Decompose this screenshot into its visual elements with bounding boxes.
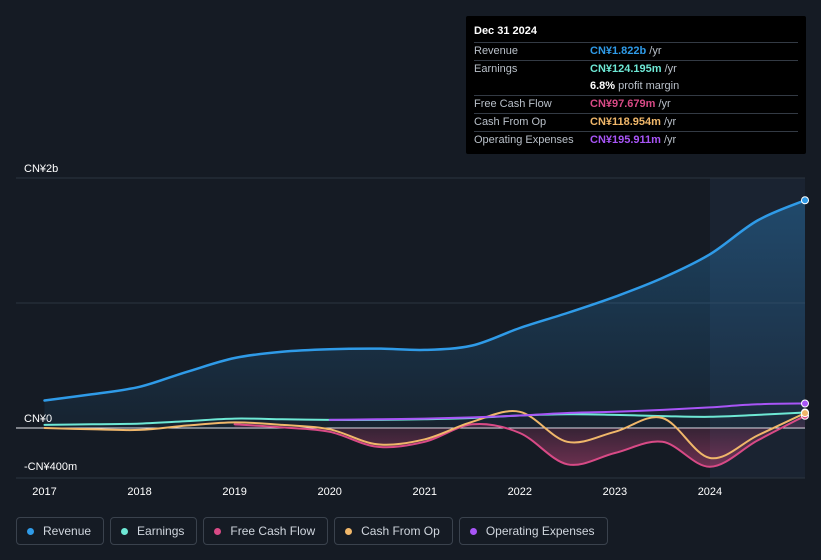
cash-from-op-point [801,409,809,418]
x-tick-label: 2020 [317,486,341,498]
tooltip-row: Cash From Op CN¥118.954m/yr [474,113,798,131]
x-tick-label: 2024 [698,486,722,498]
y-tick-label: -CN¥400m [24,461,77,473]
tooltip-row-value: CN¥1.822b [590,45,647,57]
x-tick-label: 2023 [603,486,627,498]
marker-layer [801,196,809,420]
legend-label: Operating Expenses [485,524,595,538]
tooltip-row: Revenue CN¥1.822b/yr [474,42,798,60]
free-cash-flow-area [234,415,806,467]
tooltip-row-value: CN¥97.679m [590,98,656,110]
tooltip-row-unit: /yr [658,98,671,110]
tooltip-row-unit: profit margin [618,80,680,92]
legend-label: Earnings [137,524,185,538]
legend-item-earnings[interactable]: Earnings [110,517,198,545]
tooltip-row-value: CN¥195.911m [590,134,661,146]
operating-expenses-point [801,399,809,408]
tooltip-row-unit: /yr [663,116,677,128]
legend-item-cash-from-op[interactable]: Cash From Op [334,517,453,545]
legend-label: Free Cash Flow [230,524,316,538]
x-tick-label: 2017 [32,486,56,498]
free-cash-flow-line [233,414,806,468]
tooltip-row-unit: /yr [664,63,677,75]
tooltip-row: Operating Expenses CN¥195.911m/yr [474,131,798,149]
legend-dot [121,527,129,535]
tooltip-row-value: 6.8% [590,80,616,92]
tooltip-row-value: CN¥118.954m [590,116,661,128]
x-tick-label: 2022 [508,486,532,498]
legend-dot [345,527,353,535]
legend: Revenue Earnings Free Cash Flow Cash From O… [16,517,608,545]
tooltip-row-label: Cash From Op [474,116,547,128]
tooltip-date: Dec 31 2024 [474,25,537,37]
y-tick-label: CN¥0 [24,413,52,425]
legend-item-operating-expenses[interactable]: Operating Expenses [458,517,608,545]
tooltip-row: Earnings CN¥124.195m/yr [474,60,798,78]
revenue-line [43,199,807,402]
tooltip-row-label: Operating Expenses [474,134,574,146]
tooltip-row: Free Cash Flow CN¥97.679m/yr [474,95,798,113]
tooltip-row: 6.8% profit margin [474,78,798,95]
line-layer [43,199,807,468]
tooltip-row-label [474,78,590,95]
legend-label: Cash From Op [361,524,440,538]
x-tick-label: 2021 [413,486,437,498]
cash-from-op-line [43,410,806,460]
x-tick-label: 2019 [222,486,246,498]
legend-label: Revenue [43,524,92,538]
operating-expenses-line [328,402,806,421]
tooltip-row-label: Revenue [474,45,519,57]
tooltip-row-value: CN¥124.195m [590,63,662,75]
tooltip: Dec 31 2024 Revenue CN¥1.822b/yr Earnings C… [466,16,806,154]
legend-item-revenue[interactable]: Revenue [16,517,105,545]
tooltip-row-unit: /yr [649,45,662,57]
revenue-area [44,200,805,428]
y-tick-label: CN¥2b [24,163,58,175]
x-tick-label: 2018 [127,486,151,498]
tooltip-row-label: Free Cash Flow [474,98,552,110]
y-axis-labels: CN¥2b CN¥0 -CN¥400m [24,163,77,473]
legend-item-free-cash-flow[interactable]: Free Cash Flow [203,517,329,545]
tooltip-row-label: Earnings [474,63,518,75]
x-axis-labels: 2017 2018 2019 2020 2021 2022 2023 2024 [32,486,722,498]
revenue-point [801,196,809,205]
legend-dot [27,527,34,535]
legend-dot [214,527,222,535]
tooltip-row-unit: /yr [663,134,677,146]
legend-dot [469,527,477,535]
area-layer [44,200,806,467]
